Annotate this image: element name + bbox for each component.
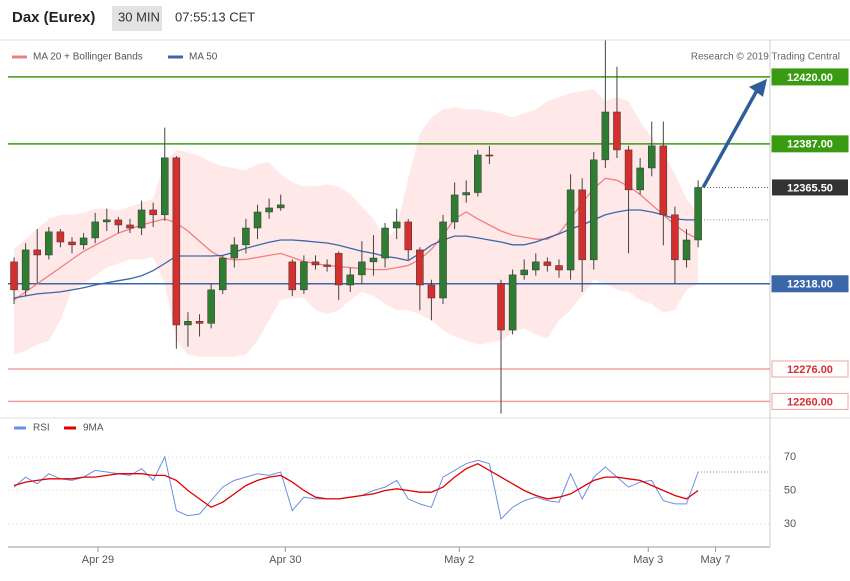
candle-body: [694, 187, 702, 241]
candle-body: [265, 207, 273, 213]
candle-body: [253, 211, 262, 229]
candle-body: [91, 221, 99, 239]
candle-body: [334, 253, 343, 286]
candle-body: [207, 289, 215, 324]
candle-body: [172, 157, 181, 326]
candle-body: [56, 231, 65, 243]
legend-label: MA 50: [189, 52, 218, 63]
candle-body: [682, 239, 691, 261]
x-tick-label: May 2: [444, 554, 474, 566]
candle-body: [543, 261, 552, 266]
candle-body: [195, 321, 204, 324]
candle-body: [659, 145, 668, 216]
candle-body: [566, 189, 575, 271]
candle-body: [613, 111, 621, 151]
level-label: 12387.00: [787, 139, 833, 151]
candle-body: [369, 257, 378, 263]
candle-body: [555, 265, 563, 271]
time: 07:55:13 CET: [175, 9, 255, 24]
candle-body: [404, 221, 412, 251]
candle-body: [33, 249, 41, 256]
candle-body: [647, 145, 656, 169]
last-price-box: [772, 179, 848, 196]
candle-body: [474, 154, 482, 193]
interval: 30 MIN: [118, 9, 160, 24]
candle-body: [149, 209, 157, 216]
x-tick-label: May 7: [701, 554, 731, 566]
candle-body: [218, 257, 227, 291]
candle-body: [671, 214, 679, 261]
last-price-label: 12365.50: [787, 182, 833, 194]
candle-body: [381, 227, 389, 259]
legend-label: RSI: [33, 423, 50, 434]
candle-body: [462, 192, 470, 196]
candle-body: [590, 159, 598, 261]
x-tick-label: May 3: [633, 554, 663, 566]
candle-body: [323, 264, 331, 267]
candle-body: [161, 157, 169, 216]
interval-box: [112, 6, 162, 31]
level-box: [771, 68, 849, 86]
candle-body: [508, 274, 517, 331]
candle-body: [624, 149, 633, 191]
candle-body: [45, 231, 53, 256]
candle-body: [21, 249, 30, 291]
candle-body: [601, 111, 610, 161]
candle-body: [636, 167, 644, 191]
level-label: 12276.00: [787, 364, 833, 376]
candle-body: [68, 241, 76, 246]
forecast-arrowhead: [749, 78, 767, 97]
forecast-arrow: [701, 84, 762, 189]
candle-body: [137, 209, 146, 229]
series-line: [13, 462, 699, 509]
legend-label: MA 20 + Bollinger Bands: [33, 52, 143, 63]
candle-body: [79, 237, 88, 246]
candle-body: [392, 221, 401, 229]
candle-body: [346, 274, 355, 286]
level-label: 12318.00: [787, 279, 833, 291]
level-box: [771, 275, 849, 293]
legend-label: 9MA: [83, 423, 104, 434]
candle-body: [10, 261, 18, 291]
candle-body: [427, 284, 436, 299]
candle-body: [184, 321, 192, 326]
candle-body: [276, 204, 285, 209]
series-line: [13, 455, 699, 521]
level-label: 12260.00: [787, 396, 833, 408]
candle-body: [311, 261, 320, 266]
candle-body: [578, 189, 586, 261]
candle-body: [300, 261, 308, 291]
title: Dax (Eurex): [12, 9, 95, 26]
y-tick-label: 70: [784, 451, 796, 463]
y-tick-label: 30: [784, 518, 796, 530]
source: Research © 2019 Trading Central: [691, 52, 840, 63]
candle-body: [439, 221, 447, 299]
x-tick-label: Apr 29: [82, 554, 114, 566]
candle-body: [358, 261, 366, 276]
level-box: [771, 135, 849, 153]
candle-body: [242, 227, 250, 246]
bollinger-band: [14, 89, 699, 357]
candle-body: [288, 261, 297, 291]
candle-body: [532, 261, 540, 271]
level-box: [771, 392, 849, 410]
candle-body: [520, 269, 528, 276]
candle-body: [416, 249, 424, 286]
x-tick-label: Apr 30: [269, 554, 301, 566]
level-box: [771, 360, 849, 378]
candle-body: [230, 244, 239, 259]
candle-body: [485, 154, 494, 157]
candle-body: [114, 219, 123, 226]
candle-body: [103, 219, 111, 223]
level-label: 12420.00: [787, 72, 833, 84]
candle-body: [497, 283, 505, 331]
candle-body: [126, 224, 134, 229]
y-tick-label: 50: [784, 484, 796, 496]
candle-body: [450, 194, 459, 223]
